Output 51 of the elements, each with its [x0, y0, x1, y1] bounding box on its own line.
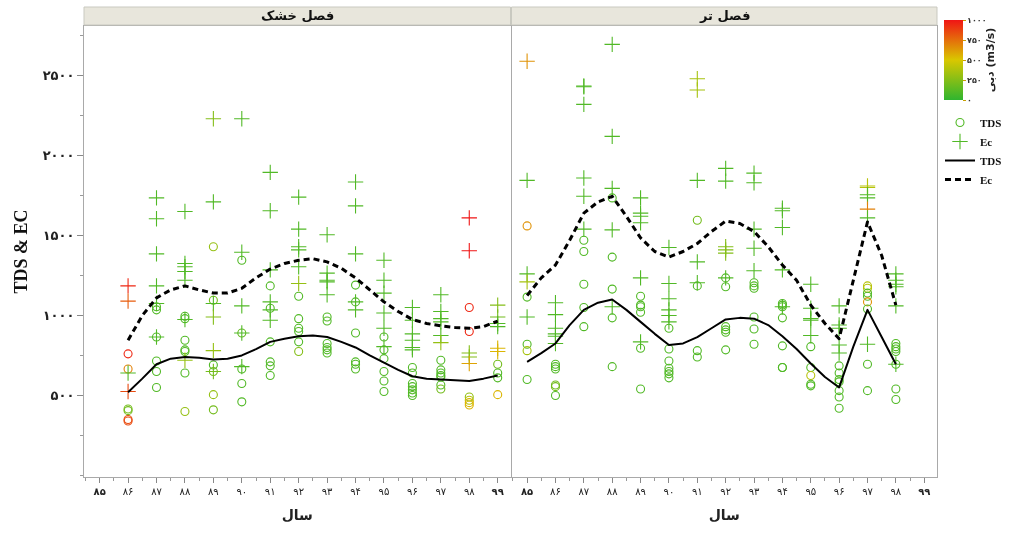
color-bar-label: ۵۰۰ [967, 55, 982, 65]
x-tick-label: ۸۶ [122, 486, 134, 497]
x-tick-label: ۹۹ [918, 486, 931, 497]
x-tick-label: ۸۷ [151, 486, 163, 497]
y-tick-label: ۱۵۰۰ [42, 228, 75, 244]
x-tick-label: ۹۳ [321, 486, 334, 497]
x-tick-label: ۸۹ [207, 486, 219, 497]
x-tick-label: ۹۸ [890, 486, 902, 497]
legend-label: TDS [980, 116, 1002, 129]
line-series [126, 257, 500, 342]
x-tick-label: ۸۸ [179, 486, 191, 497]
legend-label: Ec [980, 135, 993, 148]
y-tick-label: ۲۰۰۰ [42, 148, 75, 164]
x-tick-label: ۹۱ [264, 486, 276, 497]
x-tick-label: ۹۳ [748, 486, 761, 497]
x-tick-label: ۹۷ [435, 486, 447, 497]
color-bar-label: ۷۵۰ [967, 35, 982, 45]
y-tick-label: ۲۵۰۰ [42, 68, 75, 84]
chart-title: فصل تر [699, 8, 751, 23]
x-axis-title: سال [281, 507, 313, 524]
legend-label: TDS [980, 154, 1002, 167]
color-bar-label: ۲۵۰ [967, 75, 982, 85]
x-tick-label: ۹۰ [236, 486, 248, 497]
color-bar-title: دبی (m3/s) [983, 27, 997, 93]
x-tick-label: ۹۲ [293, 486, 305, 497]
x-tick-label: ۸۵ [520, 486, 534, 497]
x-tick-label: ۹۷ [862, 486, 874, 497]
x-tick-label: ۹۱ [691, 486, 703, 497]
x-tick-label: ۹۶ [407, 486, 418, 497]
x-tick-label: ۹۵ [378, 486, 390, 497]
legend-label: Ec [980, 173, 993, 186]
x-tick-label: ۹۹ [491, 486, 504, 497]
x-tick-label: ۹۵ [805, 486, 817, 497]
x-tick-label: ۸۹ [635, 486, 646, 497]
x-tick-label: ۹۰ [663, 486, 675, 497]
x-tick-label: ۹۲ [720, 486, 732, 497]
y-tick-label: ۵۰۰ [50, 387, 75, 403]
x-tick-label: ۹۶ [833, 486, 845, 497]
x-tick-label: ۸۵ [93, 486, 106, 497]
x-tick-label: ۸۶ [550, 486, 561, 497]
x-tick-label: ۹۸ [463, 486, 476, 497]
x-tick-label: ۸۷ [578, 486, 590, 497]
y-tick-label: ۱۰۰۰ [42, 308, 75, 324]
color-bar-label: ۱۰۰۰ [967, 15, 987, 25]
color-bar-label: ۰ [967, 95, 972, 105]
x-tick-label: ۹۴ [777, 486, 788, 497]
x-tick-label: ۹۴ [350, 486, 361, 497]
y-axis-title: TDS & EC [10, 209, 31, 294]
x-axis-title: سال [708, 507, 740, 524]
chart-title: فصل خشک [261, 8, 335, 23]
x-tick-label: ۸۸ [606, 486, 619, 497]
